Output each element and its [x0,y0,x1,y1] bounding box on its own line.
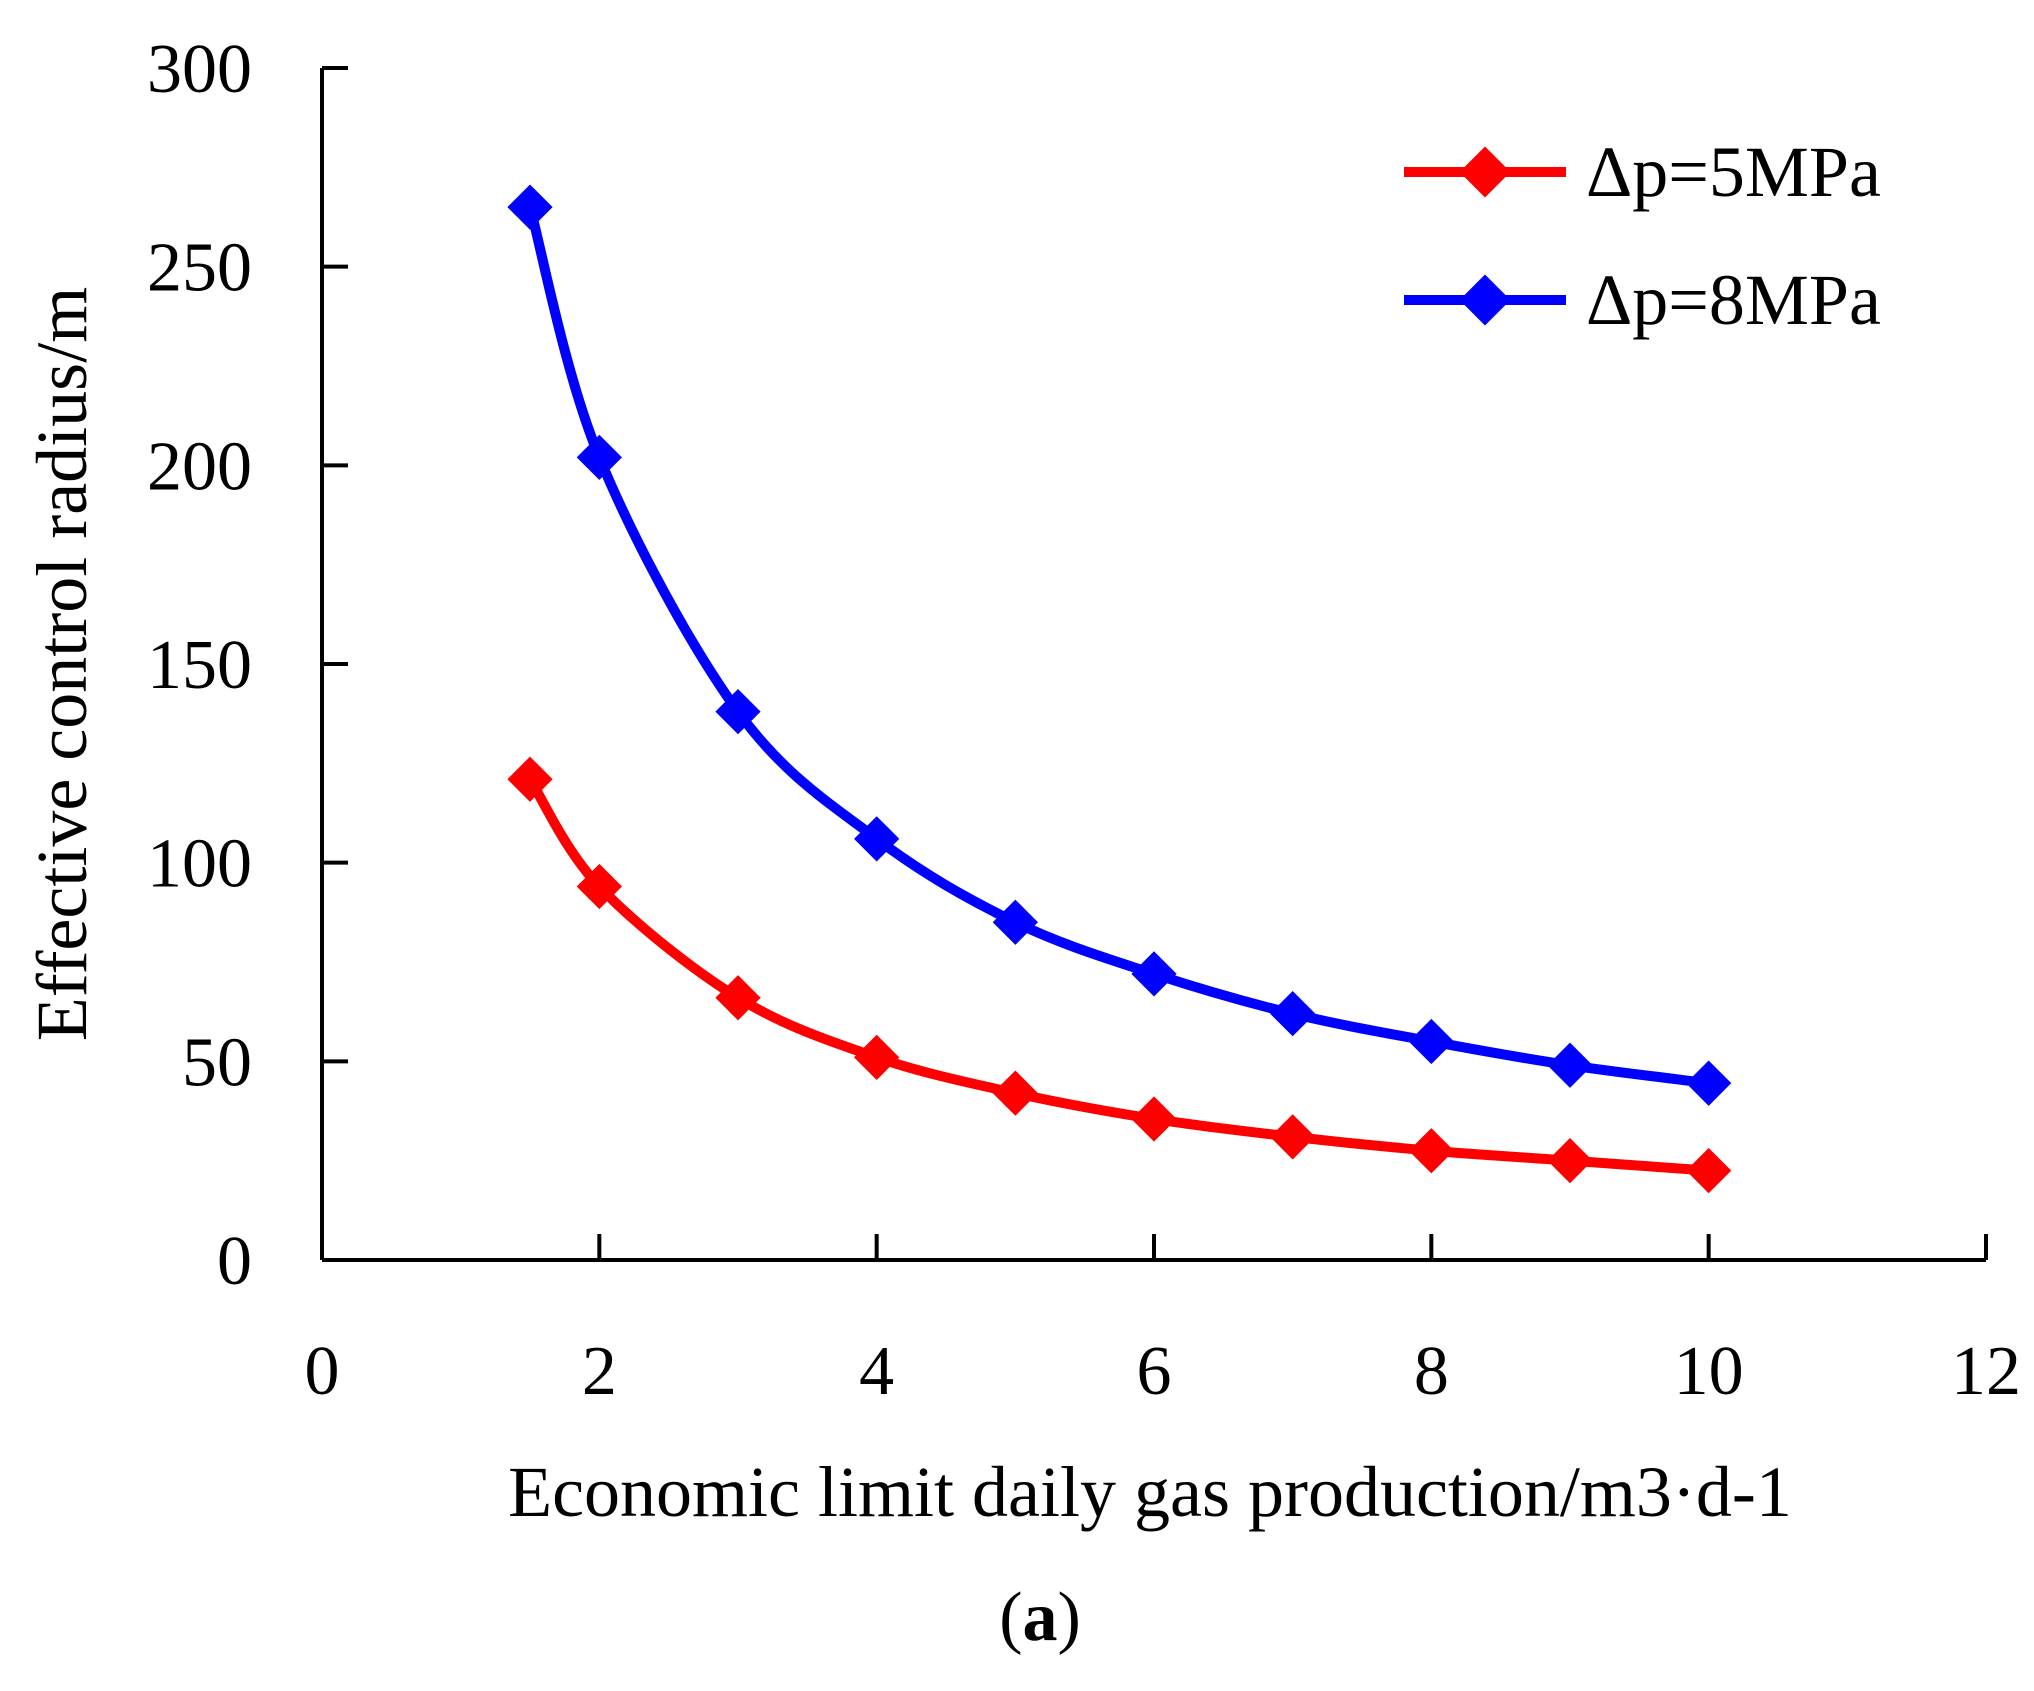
data-point-0 [992,1070,1038,1116]
data-point-1 [1686,1060,1732,1106]
data-point-1 [1547,1042,1593,1088]
data-point-0 [1270,1114,1316,1160]
legend-marker-dp5 [1459,146,1511,198]
x-tick-label: 12 [1951,1333,2021,1410]
y-axis-title: Effective control radius/m [22,287,102,1041]
figure-caption: (a) [999,1579,1081,1656]
caption-open-paren: ( [999,1579,1022,1656]
x-tick-label: 4 [859,1333,894,1410]
y-tick-label: 0 [217,1223,252,1300]
legend-label-dp8: Δp=8MPa [1586,260,1881,340]
x-tick-label: 2 [582,1333,617,1410]
legend-entry-dp8: Δp=8MPa [1404,260,1881,340]
y-tick-label: 200 [147,428,252,505]
x-tick-label: 10 [1674,1333,1744,1410]
data-point-0 [1408,1128,1454,1174]
legend-label-dp5: Δp=5MPa [1586,132,1881,212]
y-ticks: 0 50 100 150 200 250 300 [147,31,348,1300]
data-point-1 [507,184,553,230]
legend-entry-dp5: Δp=5MPa [1404,132,1881,212]
data-point-1 [1131,951,1177,997]
legend: Δp=5MPa Δp=8MPa [1404,132,1881,340]
data-point-0 [1547,1138,1593,1184]
data-point-0 [1131,1096,1177,1142]
data-point-1 [1270,991,1316,1037]
legend-marker-dp8 [1459,274,1511,326]
x-tick-label: 8 [1414,1333,1449,1410]
x-tick-label: 6 [1137,1333,1172,1410]
x-axis-title: Economic limit daily gas production/m3·d… [508,1452,1792,1532]
caption-letter: a [1023,1579,1058,1656]
x-ticks: 0 2 4 6 8 10 12 [305,1234,2021,1410]
data-point-0 [1686,1147,1732,1194]
caption-close-paren: ) [1058,1579,1081,1656]
series-line-0 [525,774,1714,1176]
data-point-0 [715,975,761,1021]
series-line-1 [525,202,1714,1089]
data-point-1 [992,899,1038,945]
y-tick-label: 50 [182,1024,252,1101]
y-tick-label: 150 [147,627,252,704]
data-point-0 [854,1034,900,1080]
data-point-0 [507,756,553,802]
data-point-1 [1408,1018,1454,1065]
data-point-1 [576,434,622,481]
y-tick-label: 100 [147,826,252,903]
y-tick-label: 250 [147,230,252,307]
plot-area: 0 50 100 150 200 250 300 0 2 4 6 8 10 12 [147,31,2021,1410]
data-point-0 [576,863,622,910]
x-tick-label: 0 [305,1333,340,1410]
y-tick-label: 300 [147,31,252,108]
data-point-1 [854,816,900,862]
data-point-1 [715,689,761,735]
series-layer [507,184,1732,1194]
